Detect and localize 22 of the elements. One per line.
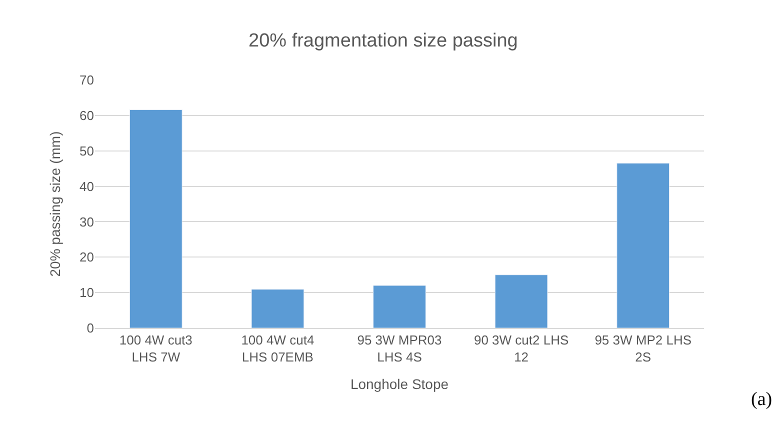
x-tick-label: 100 4W cut3 LHS 7W bbox=[119, 332, 192, 364]
text: (a) bbox=[751, 389, 772, 410]
x-tick-label: 95 3W MP2 LHS 2S bbox=[594, 332, 692, 364]
y-tick-label: 40 bbox=[80, 178, 94, 194]
y-axis-title: 20% passing size (mm) bbox=[47, 131, 64, 277]
x-axis-title: Longhole Stope bbox=[350, 376, 449, 392]
x-tick-label: 90 3W cut2 LHS 12 bbox=[474, 332, 569, 364]
y-tick-label: 0 bbox=[86, 320, 94, 336]
bar bbox=[494, 274, 548, 328]
bar bbox=[616, 163, 670, 328]
y-tick-label: 20 bbox=[80, 250, 94, 265]
bar bbox=[373, 285, 426, 328]
y-tick-label: 30 bbox=[80, 214, 94, 230]
y-tick-label: 10 bbox=[80, 285, 94, 300]
y-tick-label: 60 bbox=[80, 108, 94, 123]
x-tick-label: 100 4W cut4 LHS 07EMB bbox=[241, 332, 314, 364]
y-tick-label: 50 bbox=[80, 143, 94, 158]
bar bbox=[129, 110, 182, 328]
x-tick-label: 95 3W MPR03 LHS 4S bbox=[357, 332, 442, 364]
bar bbox=[251, 289, 304, 328]
chart-title: 20% fragmentation size passing bbox=[248, 30, 518, 52]
y-tick-label: 70 bbox=[80, 72, 94, 88]
